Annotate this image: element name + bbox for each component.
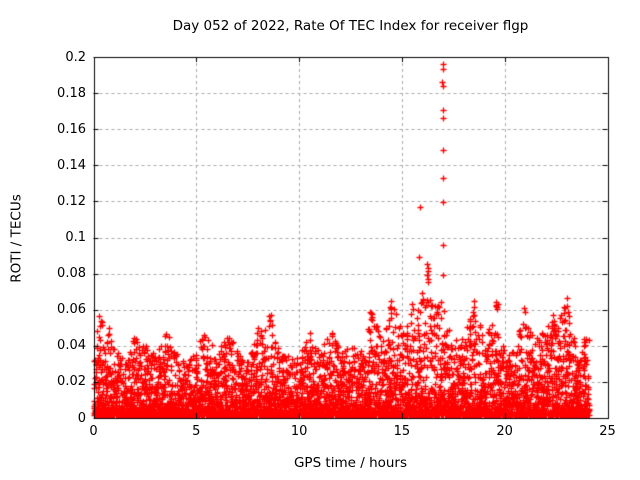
x-tick-label: 5	[192, 424, 201, 439]
y-tick-label: 0.04	[57, 338, 86, 354]
y-tick-label: 0.14	[57, 157, 86, 173]
y-tick-label: 0.18	[57, 85, 86, 101]
y-tick-label: 0.12	[57, 193, 86, 209]
y-tick-label: 0.02	[57, 374, 86, 390]
y-tick-label: 0.08	[57, 266, 86, 282]
chart-title: Day 052 of 2022, Rate Of TEC Index for r…	[172, 18, 529, 34]
x-tick-label: 15	[393, 424, 411, 439]
x-axis-label: GPS time / hours	[293, 455, 408, 471]
y-tick-label: 0.2	[65, 49, 86, 65]
y-tick-label: 0.1	[65, 230, 86, 245]
x-tick-label: 20	[496, 424, 513, 439]
y-tick-label: 0.16	[57, 121, 86, 137]
y-tick-label: 0	[77, 410, 86, 426]
x-tick-label: 25	[599, 424, 616, 439]
x-tick-label: 10	[290, 424, 308, 439]
x-tick-label: 0	[89, 424, 98, 439]
y-tick-label: 0.06	[57, 302, 86, 318]
